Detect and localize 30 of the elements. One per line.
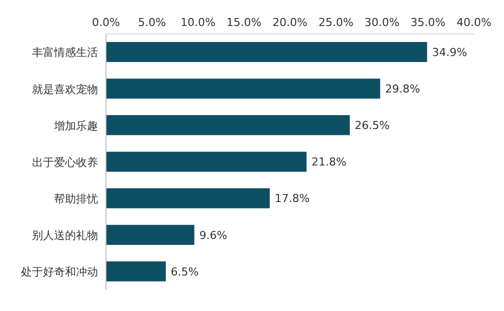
data-label: 9.6% <box>199 228 228 242</box>
x-tick-label: 30.0% <box>364 16 400 29</box>
y-tick-label: 丰富情感生活 <box>32 46 98 60</box>
y-tick-label: 出于爱心收养 <box>32 156 98 169</box>
y-tick-label: 别人送的礼物 <box>32 229 98 242</box>
x-tick-label: 25.0% <box>318 16 354 29</box>
y-tick-label: 就是喜欢宠物 <box>32 82 98 96</box>
data-label: 17.8% <box>274 192 310 206</box>
x-tick-label: 10.0% <box>180 16 216 29</box>
x-tick-label: 20.0% <box>272 16 308 29</box>
x-tick-label: 35.0% <box>410 16 446 29</box>
bar <box>106 78 380 99</box>
data-label: 29.8% <box>385 82 420 96</box>
y-tick-label: 处于好奇和冲动 <box>21 266 98 279</box>
x-tick-label: 15.0% <box>226 16 262 29</box>
bar <box>106 152 307 172</box>
data-label: 34.9% <box>432 46 468 59</box>
y-tick-label: 增加乐趣 <box>53 119 98 132</box>
bar <box>106 188 270 208</box>
data-label: 21.8% <box>312 156 347 169</box>
y-tick-label: 帮助排忧 <box>54 192 98 206</box>
bar <box>106 261 166 282</box>
x-tick-label: 0.0% <box>92 16 120 29</box>
data-label: 26.5% <box>354 119 390 132</box>
x-tick-label: 40.0% <box>456 16 492 29</box>
data-label: 6.5% <box>170 265 199 278</box>
bar <box>106 224 194 245</box>
x-tick-label: 5.0% <box>138 16 166 29</box>
bar <box>106 115 350 136</box>
bar <box>106 42 428 62</box>
